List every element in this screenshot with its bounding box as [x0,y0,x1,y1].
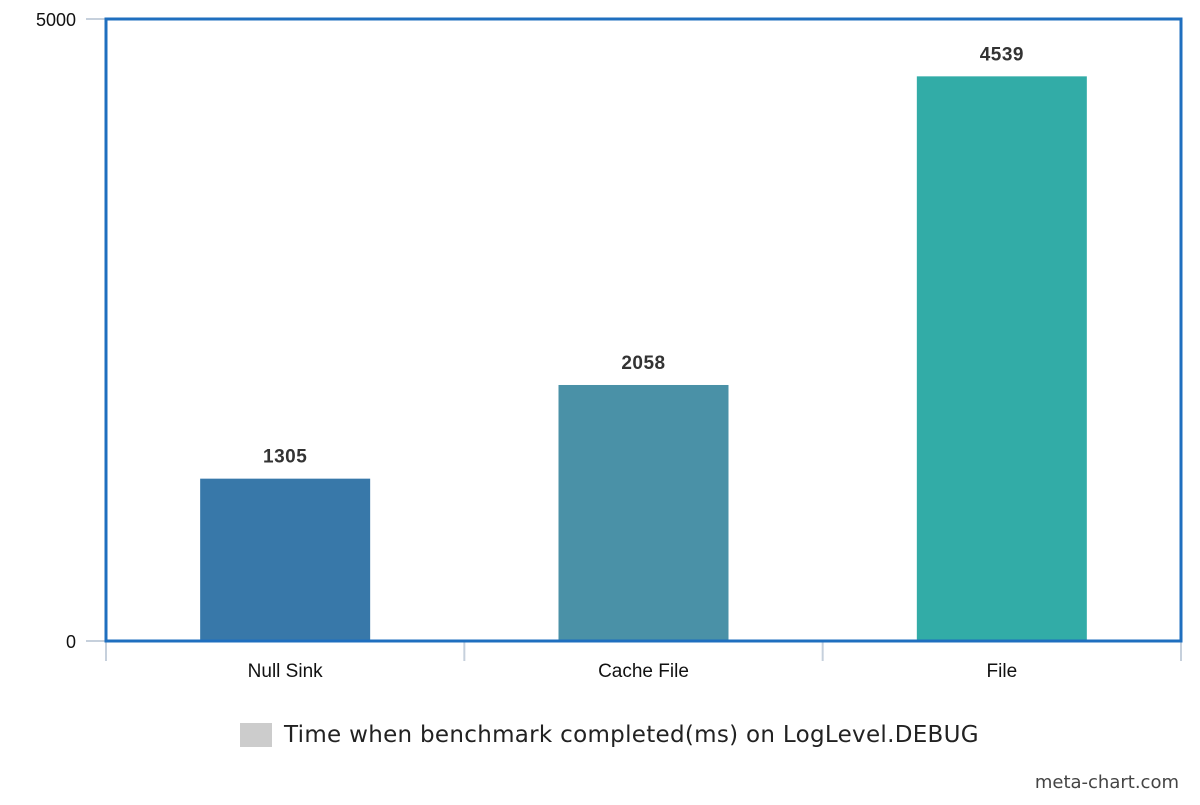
bar [200,478,371,641]
legend-swatch [240,723,272,747]
plot-frame [104,17,1183,643]
bar [558,384,729,641]
legend: Time when benchmark completed(ms) on Log… [240,720,979,750]
legend-label: Time when benchmark completed(ms) on Log… [284,722,979,748]
y-tick-label: 5000 [36,10,76,30]
data-label: 1305 [263,447,307,468]
x-category-label: File [987,661,1018,682]
watermark: meta-chart.com [1034,772,1179,793]
x-category-label: Null Sink [248,661,323,682]
x-category-label: Cache File [598,661,689,682]
y-tick-label: 0 [66,632,76,652]
bar [916,76,1087,642]
data-label: 4539 [980,44,1024,65]
data-label: 2058 [621,353,665,374]
